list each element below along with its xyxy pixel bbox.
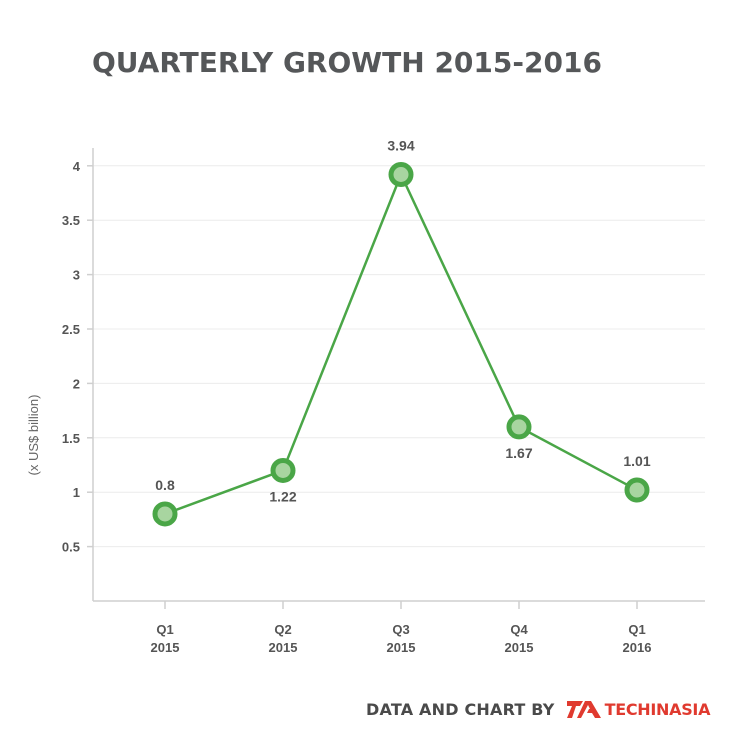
data-label-3: 1.67 [505, 445, 532, 461]
x-tick-label-line: 2015 [151, 640, 180, 655]
x-tick-label-0: Q1 2015 [151, 622, 180, 655]
credit-label: DATA AND CHART BY [366, 699, 555, 719]
techinasia-logo-icon [566, 701, 601, 718]
y-tick-label-1: 1 [73, 485, 80, 500]
y-tick-labels: 0.5 1 1.5 2 2.5 3 3.5 4 [62, 159, 81, 555]
data-point-3 [506, 414, 532, 440]
y-tick-label-2.5: 2.5 [62, 322, 80, 337]
data-point-1 [270, 457, 296, 483]
axes [87, 148, 705, 609]
data-point-4 [624, 477, 650, 503]
data-label-2: 3.94 [387, 138, 414, 154]
data-label-1: 1.22 [269, 488, 296, 504]
x-tick-label-line: Q3 [392, 622, 409, 637]
x-tick-label-line: 2015 [269, 640, 298, 655]
gridlines [93, 165, 705, 548]
x-tick-label-line: 2015 [387, 640, 416, 655]
x-tick-label-line: Q1 [156, 622, 173, 637]
y-tick-label-0.5: 0.5 [62, 540, 80, 555]
data-point-marker [388, 162, 414, 188]
data-label-0: 0.8 [155, 477, 175, 493]
x-tick-label-line: 2016 [623, 640, 652, 655]
chart-title: QUARTERLY GROWTH 2015-2016 [92, 46, 602, 79]
x-tick-label-3: Q4 2015 [505, 622, 534, 655]
x-tick-label-line: Q4 [510, 622, 528, 637]
series-line-0 [164, 171, 638, 516]
series-line [164, 171, 638, 516]
y-axis-label: (x US$ billion) [26, 395, 41, 476]
x-tick-label-1: Q2 2015 [269, 622, 298, 655]
data-points [152, 162, 650, 527]
x-tick-label-line: 2015 [505, 640, 534, 655]
brand-name: TECHINASIA [604, 699, 711, 719]
data-point-marker [152, 501, 178, 527]
x-tick-label-4: Q1 2016 [623, 622, 652, 655]
y-tick-label-1.5: 1.5 [62, 431, 80, 446]
data-label-4: 1.01 [623, 453, 650, 469]
x-tick-label-line: Q1 [628, 622, 645, 637]
data-point-marker [270, 457, 296, 483]
data-point-2 [388, 162, 414, 188]
data-point-0 [152, 501, 178, 527]
footer-credit: DATA AND CHART BY TECHINASIA [366, 698, 710, 720]
x-tick-label-2: Q3 2015 [387, 622, 416, 655]
x-tick-label-line: Q2 [274, 622, 291, 637]
data-labels: 0.8 1.22 3.94 1.67 1.01 [155, 138, 651, 505]
y-tick-label-4: 4 [73, 159, 81, 174]
y-tick-label-3: 3 [73, 268, 80, 283]
y-tick-label-2: 2 [73, 376, 80, 391]
y-tick-label-3.5: 3.5 [62, 213, 80, 228]
data-point-marker [506, 414, 532, 440]
x-tick-labels: Q1 2015 Q2 2015 Q3 2015 Q4 2015 Q1 2016 [151, 622, 652, 655]
data-point-marker [624, 477, 650, 503]
